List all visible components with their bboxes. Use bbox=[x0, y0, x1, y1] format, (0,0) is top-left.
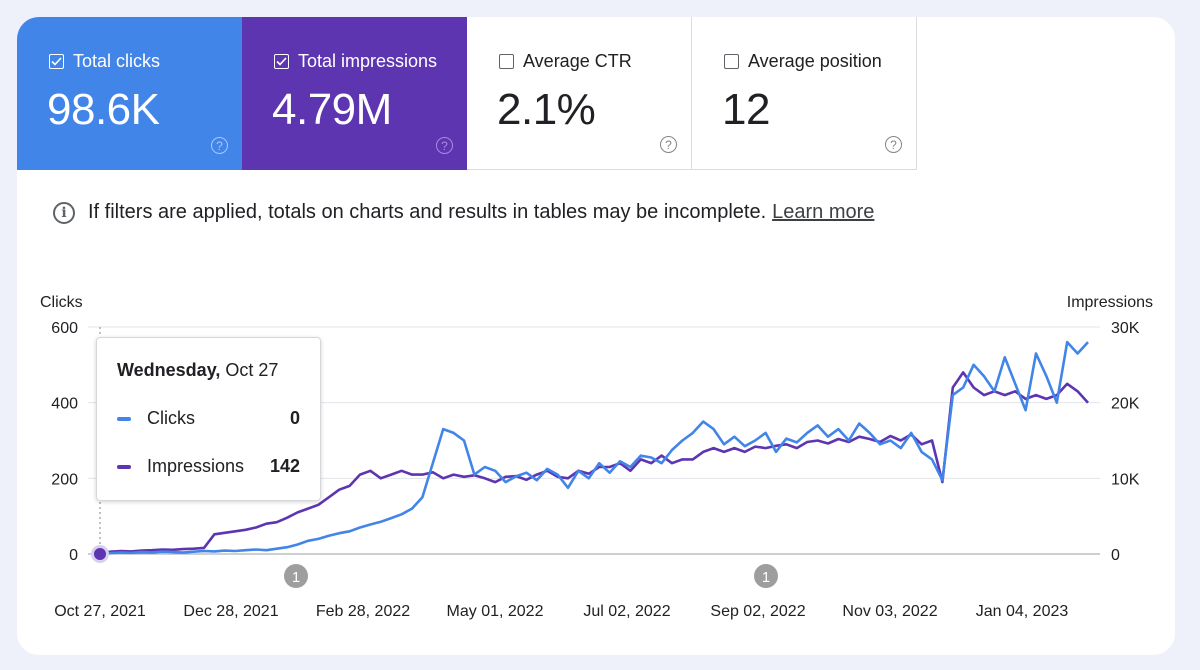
x-tick-label: May 01, 2022 bbox=[447, 603, 544, 620]
notice-text: If filters are applied, totals on charts… bbox=[88, 201, 767, 223]
x-tick-label: Jul 02, 2022 bbox=[583, 603, 670, 620]
metric-tile-average-ctr[interactable]: Average CTR 2.1% ? bbox=[467, 17, 692, 170]
chart-tooltip: Wednesday, Oct 27 Clicks 0 Impressions 1… bbox=[96, 337, 321, 501]
tooltip-day: Wednesday, bbox=[117, 360, 221, 380]
tooltip-row-impressions: Impressions 142 bbox=[117, 456, 300, 477]
metric-value: 4.79M bbox=[272, 85, 392, 134]
metric-tiles: Total clicks 98.6K ? Total impressions 4… bbox=[17, 17, 917, 170]
x-tick-label: Dec 28, 2021 bbox=[183, 603, 278, 620]
tooltip-row-clicks: Clicks 0 bbox=[117, 408, 300, 429]
x-tick-label: Sep 02, 2022 bbox=[710, 603, 805, 620]
annotation-marker[interactable]: 1 bbox=[284, 564, 308, 588]
y-axis-title-clicks: Clicks bbox=[40, 294, 83, 311]
tooltip-series-value: 142 bbox=[269, 456, 300, 476]
metric-tile-total-clicks[interactable]: Total clicks 98.6K ? bbox=[17, 17, 242, 170]
tooltip-series-value: 0 bbox=[289, 408, 300, 428]
metric-value: 12 bbox=[722, 85, 770, 134]
legend-swatch-clicks bbox=[117, 416, 131, 421]
metric-label: Average position bbox=[748, 51, 882, 71]
info-icon: i bbox=[53, 201, 75, 224]
metric-label: Average CTR bbox=[523, 51, 632, 71]
help-icon[interactable]: ? bbox=[660, 136, 677, 153]
metric-label: Total impressions bbox=[298, 51, 438, 71]
tooltip-series-name: Clicks bbox=[147, 408, 195, 428]
annotation-label: 1 bbox=[292, 569, 300, 586]
series-line-clicks bbox=[99, 340, 1089, 556]
y2-tick-label: 10K bbox=[1111, 471, 1140, 488]
checkbox-checked-icon[interactable] bbox=[274, 54, 289, 69]
y-tick-label: 400 bbox=[51, 396, 78, 413]
y-tick-label: 600 bbox=[51, 320, 78, 337]
y-tick-label: 0 bbox=[69, 547, 78, 564]
filter-notice: i If filters are applied, totals on char… bbox=[53, 201, 874, 224]
tooltip-date: Oct 27 bbox=[225, 360, 279, 380]
metric-tile-average-position[interactable]: Average position 12 ? bbox=[692, 17, 917, 170]
checkbox-unchecked-icon[interactable] bbox=[724, 54, 739, 69]
annotation-label: 1 bbox=[762, 569, 770, 586]
metric-value: 2.1% bbox=[497, 85, 596, 134]
metric-tile-total-impressions[interactable]: Total impressions 4.79M ? bbox=[242, 17, 467, 170]
y2-tick-label: 30K bbox=[1111, 320, 1140, 337]
metric-label: Total clicks bbox=[73, 51, 161, 71]
legend-swatch-impressions bbox=[117, 464, 131, 469]
annotation-marker[interactable]: 1 bbox=[754, 564, 778, 588]
performance-card: Total clicks 98.6K ? Total impressions 4… bbox=[17, 17, 1175, 655]
x-tick-label: Feb 28, 2022 bbox=[316, 603, 410, 620]
tooltip-series-name: Impressions bbox=[147, 456, 245, 476]
x-tick-label: Jan 04, 2023 bbox=[976, 603, 1069, 620]
x-tick-label: Oct 27, 2021 bbox=[54, 603, 146, 620]
help-icon[interactable]: ? bbox=[436, 137, 453, 154]
y2-tick-label: 0 bbox=[1111, 547, 1120, 564]
help-icon[interactable]: ? bbox=[885, 136, 902, 153]
help-icon[interactable]: ? bbox=[211, 137, 228, 154]
learn-more-link[interactable]: Learn more bbox=[772, 201, 875, 223]
hover-point[interactable] bbox=[94, 548, 106, 560]
metric-value: 98.6K bbox=[47, 85, 160, 134]
y-axis-title-impressions: Impressions bbox=[1067, 294, 1153, 311]
checkbox-unchecked-icon[interactable] bbox=[499, 54, 514, 69]
y-tick-label: 200 bbox=[51, 471, 78, 488]
y2-tick-label: 20K bbox=[1111, 396, 1140, 413]
checkbox-checked-icon[interactable] bbox=[49, 54, 64, 69]
x-tick-label: Nov 03, 2022 bbox=[842, 603, 937, 620]
